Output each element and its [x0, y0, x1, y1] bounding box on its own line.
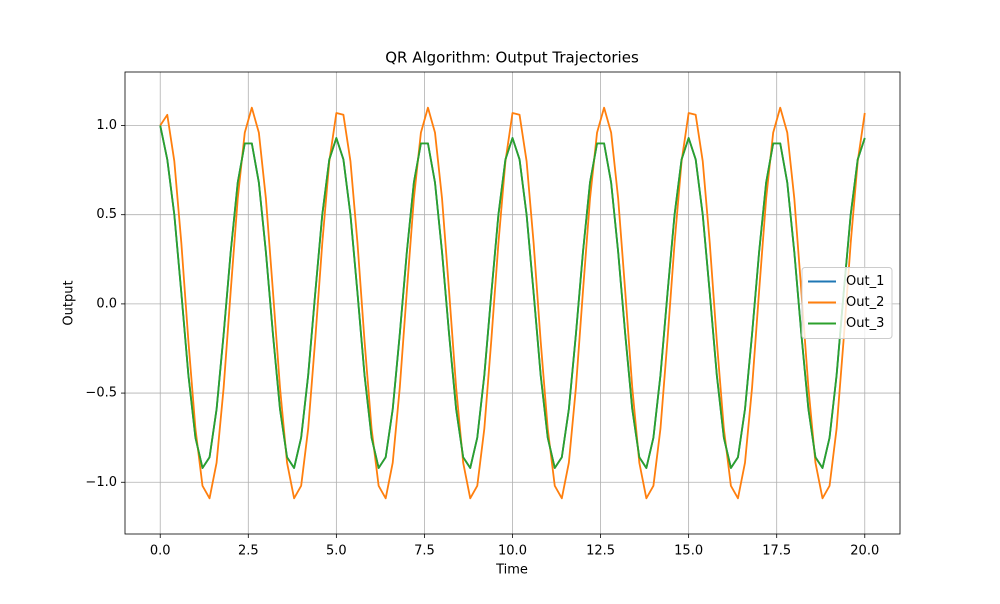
- legend-box: [801, 267, 893, 339]
- x-axis-label: Time: [495, 563, 528, 578]
- legend-label: Out_2: [846, 295, 884, 310]
- legend-label: Out_1: [846, 274, 884, 289]
- chart-title: QR Algorithm: Output Trajectories: [385, 49, 639, 67]
- x-tick-label: 5.0: [326, 544, 347, 559]
- x-tick-label: 20.0: [850, 544, 879, 559]
- y-axis-label: Output: [62, 280, 77, 325]
- legend: Out_1 Out_2 Out_3: [801, 267, 893, 339]
- x-tick-label: 12.5: [586, 544, 615, 559]
- x-tick-label: 15.0: [674, 544, 703, 559]
- y-tick-label: 0.0: [96, 296, 117, 311]
- x-tick-label: 2.5: [238, 544, 259, 559]
- series-line: [159, 125, 866, 469]
- x-tick-label: 17.5: [762, 544, 791, 559]
- y-tick-label: 0.5: [96, 207, 117, 222]
- axes-frame: [124, 71, 901, 535]
- x-tick-label: 10.0: [498, 544, 527, 559]
- y-tick-label: 1.0: [96, 118, 117, 133]
- y-tick-label: −0.5: [85, 386, 117, 401]
- series-line: [159, 106, 866, 500]
- x-tick-label: 0.0: [150, 544, 171, 559]
- legend-label: Out_3: [846, 316, 884, 331]
- x-tick-label: 7.5: [414, 544, 435, 559]
- y-tick-label: −1.0: [85, 475, 117, 490]
